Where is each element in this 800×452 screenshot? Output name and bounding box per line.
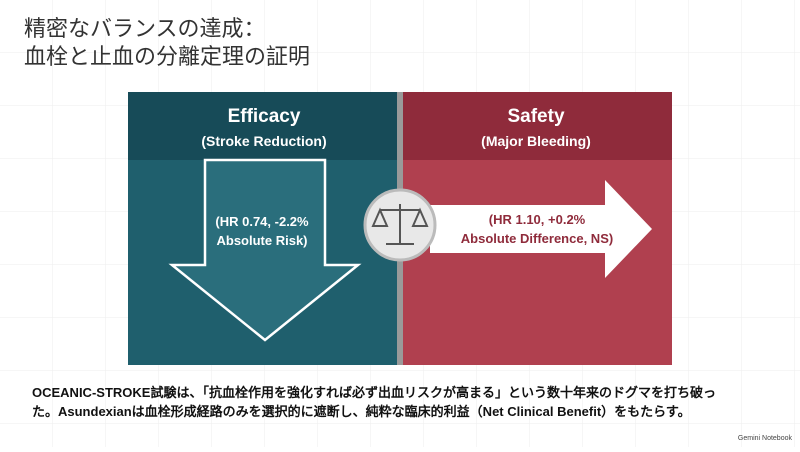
panel-subtitle: (Stroke Reduction): [201, 133, 326, 149]
title-line: 血栓と止血の分離定理の証明: [24, 44, 310, 69]
panel-title: Efficacy: [228, 106, 301, 127]
arrow-text: (HR 1.10, +0.2%: [489, 212, 586, 227]
arrow-text: (HR 0.74, -2.2%: [215, 214, 309, 229]
efficacy-header: [128, 92, 400, 160]
safety-header: [400, 92, 672, 160]
footer-brand: Gemini Notebook: [738, 435, 793, 442]
scale-icon: [371, 204, 429, 245]
right-arrow: [430, 180, 652, 278]
arrow-text: Absolute Risk): [216, 233, 307, 248]
caption-line: た。Asundexianは血栓形成経路のみを選択的に遮断し、純粋な臨床的利益（N…: [32, 404, 691, 419]
panel-title: Safety: [507, 106, 564, 127]
down-arrow: [168, 158, 362, 342]
title-line: 精密なバランスの達成：: [24, 16, 266, 41]
arrow-text: Absolute Difference, NS): [461, 231, 613, 246]
panel-subtitle: (Major Bleeding): [481, 133, 591, 149]
caption-line: OCEANIC-STROKE試験は、「抗血栓作用を強化すれば必ず出血リスクが高ま…: [32, 385, 716, 400]
